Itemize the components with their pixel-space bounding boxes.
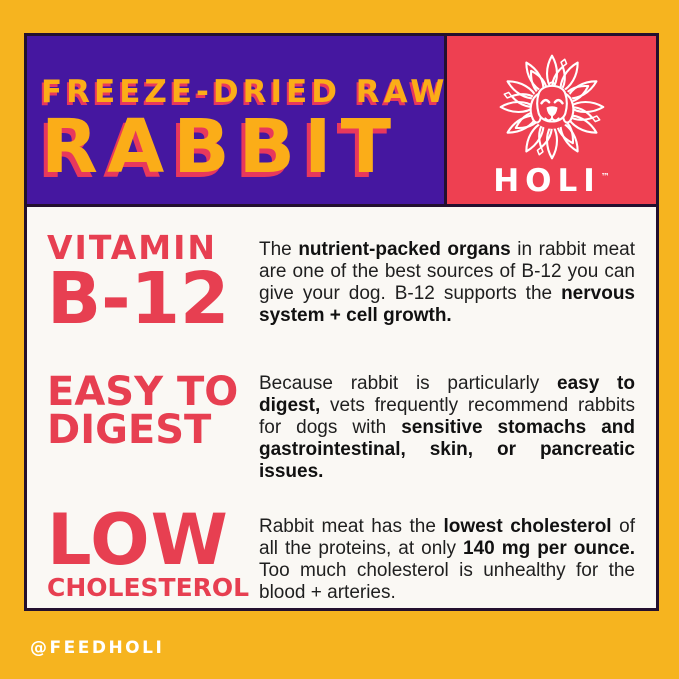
dog-face (529, 80, 574, 129)
trademark-mark: ™ (600, 172, 610, 183)
brand-wordmark: HOLI™ (493, 162, 610, 199)
section-low-cholesterol: LOW CHOLESTEROL Rabbit meat has the lowe… (27, 498, 656, 604)
section-body-text: The nutrient-packed organs in rabbit mea… (259, 239, 635, 327)
sections: VITAMIN B-12 The nutrient-packed organs … (27, 207, 656, 608)
social-handle: @FEEDHOLI (30, 638, 165, 658)
heading-line-2: B-12 (47, 257, 230, 341)
content-board: FREEZE-DRIED RAW RABBIT (24, 33, 659, 611)
dog-mandala-icon (499, 54, 604, 159)
section-heading: LOW CHOLESTEROL (27, 498, 259, 603)
heading-line-1: EASY TO (47, 368, 239, 415)
heading-line-2: CHOLESTEROL (47, 573, 250, 603)
brand-name-text: HOLI (493, 162, 601, 199)
section-heading: VITAMIN B-12 (27, 228, 259, 341)
header: FREEZE-DRIED RAW RABBIT (27, 36, 656, 207)
heading-line-1: LOW (47, 498, 229, 581)
page-title: RABBIT (41, 104, 401, 191)
heading-line-1: VITAMIN (47, 228, 218, 267)
header-title-block: FREEZE-DRIED RAW RABBIT (27, 36, 444, 204)
heading-line-2: DIGEST (47, 406, 212, 453)
mandala-diamonds (503, 58, 600, 155)
header-kicker: FREEZE-DRIED RAW (41, 73, 444, 110)
section-body-text: Because rabbit is particularly easy to d… (259, 372, 635, 482)
brand-block: HOLI™ (444, 36, 656, 204)
section-body-text: Rabbit meat has the lowest cholesterol o… (259, 515, 635, 604)
section-heading: EASY TO DIGEST (27, 368, 259, 453)
section-easy-to-digest: EASY TO DIGEST Because rabbit is particu… (27, 368, 656, 483)
section-vitamin-b12: VITAMIN B-12 The nutrient-packed organs … (27, 228, 656, 341)
